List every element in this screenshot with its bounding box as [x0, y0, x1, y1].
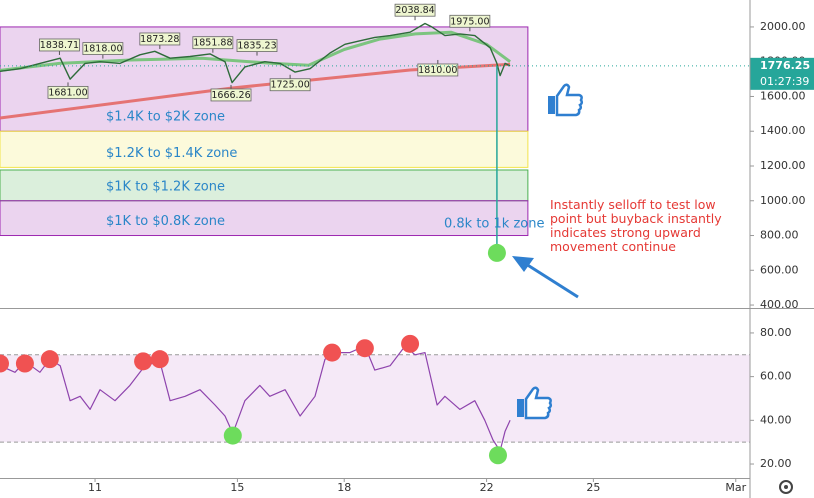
peak-box	[192, 36, 234, 50]
signal-dot	[150, 350, 169, 369]
annotation: Instantly selloff to test low point but …	[550, 198, 722, 254]
peak-box	[47, 85, 89, 99]
peak-label: 1725.00	[270, 80, 309, 91]
zone	[0, 200, 529, 237]
signal-dot	[355, 339, 374, 358]
low-marker	[487, 243, 506, 262]
peak-box	[82, 42, 124, 55]
peak-box	[236, 39, 278, 52]
signal-dot	[40, 350, 59, 369]
thumbs-up-icon	[517, 386, 553, 420]
y-tick-label: 40.00	[760, 413, 792, 426]
zone-label: $1K to $1.2K zone	[106, 179, 225, 194]
peak-label: 1838.71	[40, 40, 79, 51]
peak-label: 1873.28	[140, 34, 179, 45]
zone-label: $1.2K to $1.4K zone	[106, 146, 237, 161]
peak-box	[449, 14, 491, 28]
gear-hub[interactable]	[784, 485, 788, 489]
zone-label: $1.4K to $2K zone	[106, 110, 225, 125]
peak-label: 1851.88	[193, 38, 232, 49]
peak-box	[394, 3, 436, 17]
signal-dot	[323, 343, 342, 362]
x-tick-label: 22	[480, 481, 494, 494]
x-tick-label: Mar	[725, 481, 746, 494]
last-price-label: 1776.25	[760, 59, 810, 72]
x-tick-label: 25	[586, 481, 600, 494]
signal-dot	[15, 354, 34, 373]
peak-box	[39, 38, 80, 52]
y-tick-label: 1400.00	[760, 124, 806, 137]
annotation-text: Instantly selloff to test low point but …	[550, 198, 722, 254]
peak-label: 1810.00	[418, 65, 457, 76]
rsi-panel: 20.00 40.00 60.00 80.00	[0, 326, 792, 470]
x-tick-label: 18	[337, 481, 351, 494]
thumb-hand	[555, 83, 584, 117]
thumb-cuff	[517, 399, 524, 417]
peak-box	[417, 63, 459, 77]
thumb-cuff	[548, 96, 555, 114]
y-tick-label: 600.00	[760, 263, 799, 276]
y-tick-label: 1200.00	[760, 159, 806, 172]
series-line	[0, 62, 511, 120]
signal-dot	[488, 446, 507, 465]
series-line	[0, 22, 511, 84]
arrow	[512, 256, 579, 299]
peak-label: 1818.00	[83, 44, 122, 55]
signal-dot	[401, 334, 420, 353]
thumb-hand	[524, 386, 553, 420]
arrow-shaft	[525, 262, 579, 299]
zone-note: 0.8k to 1k zone	[444, 217, 544, 232]
series-line	[0, 345, 511, 452]
y-tick-label: 60.00	[760, 370, 792, 383]
y-tick-label: 2000.00	[760, 20, 806, 33]
y-tick-label: 1600.00	[760, 89, 806, 102]
y-tick-label: 20.00	[760, 457, 792, 470]
signal-dot	[0, 354, 9, 373]
settings-icon[interactable]	[779, 480, 793, 494]
last-price-box	[750, 57, 814, 90]
signal-dot	[134, 352, 153, 371]
gear[interactable]	[779, 480, 793, 494]
x-tick-label: 15	[230, 481, 244, 494]
y-tick-label: 80.00	[760, 326, 792, 339]
zone	[0, 130, 529, 168]
peak-box	[139, 32, 181, 46]
peak-label: 1666.26	[211, 90, 250, 101]
peak-label: 1681.00	[48, 87, 87, 98]
zone-label: $1K to $0.8K zone	[106, 214, 225, 229]
price-panel: $1.4K to $2K zone $1.2K to $1.4K zone $1K …	[0, 3, 814, 311]
thumbs-up-icon	[548, 83, 584, 117]
peak-box	[269, 78, 311, 92]
y-tick-label: 800.00	[760, 229, 799, 242]
x-tick-label: 11	[88, 481, 102, 494]
signal-dot	[223, 426, 242, 445]
zone	[0, 169, 529, 202]
peak-box	[210, 88, 252, 102]
countdown: 01:27:39	[760, 75, 809, 88]
peak-label: 1835.23	[237, 41, 276, 52]
arrow-head	[512, 256, 534, 272]
peak-label: 1975.00	[450, 16, 489, 27]
y-tick-label: 1000.00	[760, 194, 806, 207]
peak-label: 2038.84	[395, 5, 434, 16]
y-tick-label: 400.00	[760, 298, 799, 311]
